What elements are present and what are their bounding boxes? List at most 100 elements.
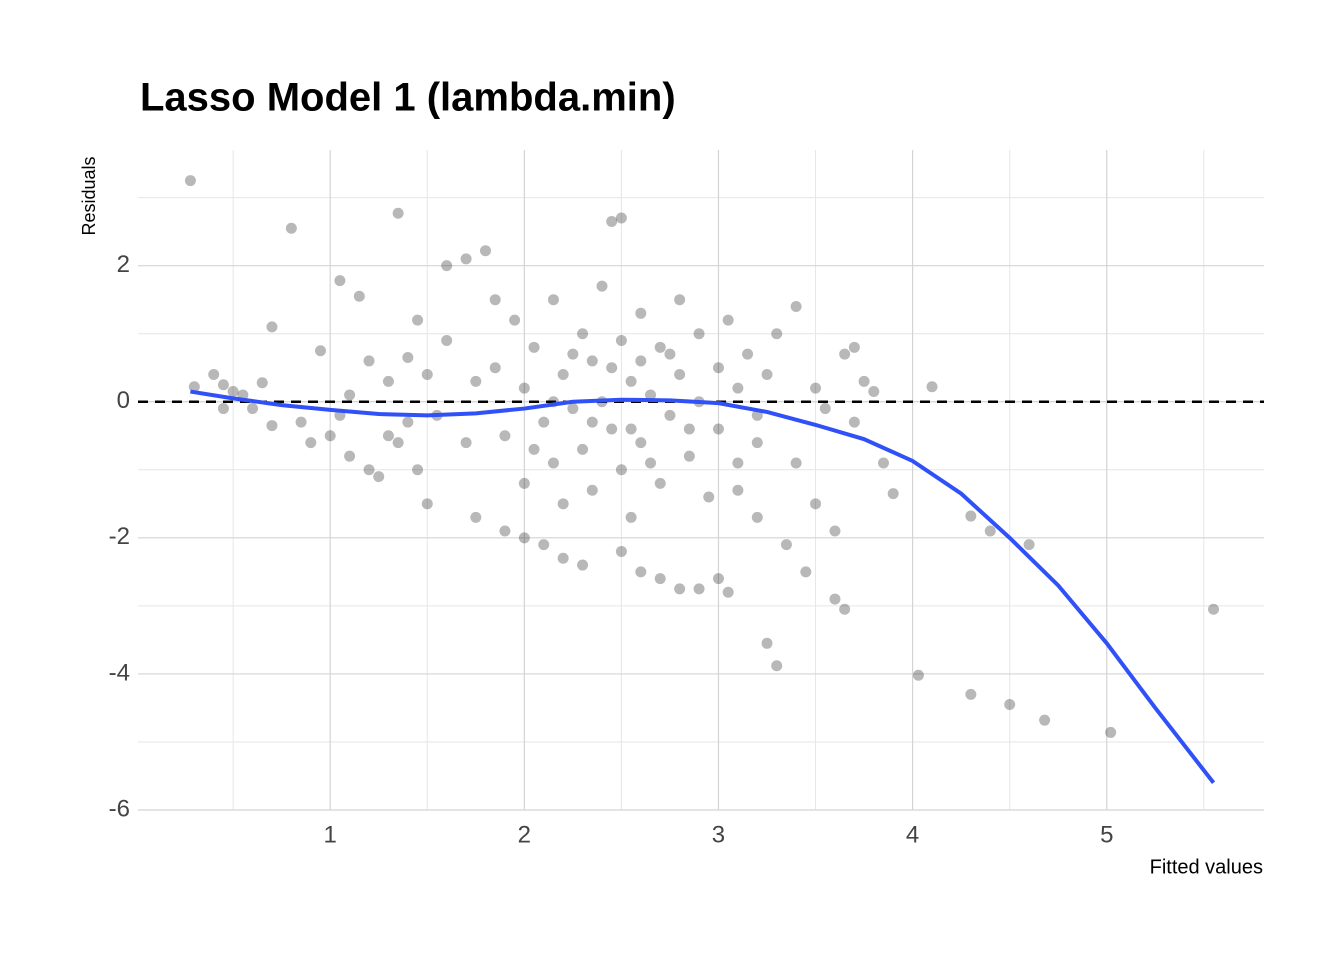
point xyxy=(528,443,540,455)
point xyxy=(480,245,492,257)
point xyxy=(693,583,705,595)
point xyxy=(625,423,637,435)
point xyxy=(848,341,860,353)
point xyxy=(703,491,715,503)
point xyxy=(912,669,924,681)
point xyxy=(839,603,851,615)
point xyxy=(615,545,627,557)
point xyxy=(625,511,637,523)
point xyxy=(858,375,870,387)
point xyxy=(538,416,550,428)
point xyxy=(965,688,977,700)
point xyxy=(382,430,394,442)
point xyxy=(926,381,938,393)
point xyxy=(489,362,501,374)
point xyxy=(761,369,773,381)
point xyxy=(421,498,433,510)
point xyxy=(208,369,220,381)
point xyxy=(771,660,783,672)
point xyxy=(567,348,579,360)
point xyxy=(344,450,356,462)
point xyxy=(722,586,734,598)
point xyxy=(509,314,521,326)
point xyxy=(557,498,569,510)
point xyxy=(227,386,239,398)
point xyxy=(518,382,530,394)
point xyxy=(538,539,550,551)
x-tick-label: 3 xyxy=(712,821,725,848)
point xyxy=(528,341,540,353)
point xyxy=(848,416,860,428)
point xyxy=(732,457,744,469)
point xyxy=(984,525,996,537)
point xyxy=(732,382,744,394)
point xyxy=(577,443,589,455)
point xyxy=(615,335,627,347)
point xyxy=(771,328,783,340)
point xyxy=(596,280,608,292)
point xyxy=(751,511,763,523)
point xyxy=(712,573,724,585)
point xyxy=(1004,699,1016,711)
point xyxy=(217,403,229,415)
point xyxy=(635,307,647,319)
point xyxy=(344,389,356,401)
point xyxy=(654,477,666,489)
point xyxy=(586,416,598,428)
point xyxy=(1023,539,1035,551)
point xyxy=(615,464,627,476)
point xyxy=(712,423,724,435)
point xyxy=(606,215,618,227)
point xyxy=(460,253,472,265)
point xyxy=(295,416,307,428)
point xyxy=(810,382,822,394)
point xyxy=(499,430,511,442)
point xyxy=(664,409,676,421)
point xyxy=(790,457,802,469)
point xyxy=(829,593,841,605)
point xyxy=(712,362,724,374)
point xyxy=(441,260,453,272)
point xyxy=(499,525,511,537)
point xyxy=(965,510,977,522)
point xyxy=(625,375,637,387)
point xyxy=(586,355,598,367)
point xyxy=(363,464,375,476)
point xyxy=(412,464,424,476)
y-tick-label: -6 xyxy=(109,795,130,822)
point xyxy=(353,290,365,302)
x-tick-label: 2 xyxy=(518,821,531,848)
point xyxy=(363,355,375,367)
point xyxy=(868,386,880,398)
point xyxy=(674,369,686,381)
point xyxy=(664,348,676,360)
point xyxy=(800,566,812,578)
point xyxy=(635,355,647,367)
point xyxy=(635,566,647,578)
point xyxy=(441,335,453,347)
point xyxy=(586,484,598,496)
point xyxy=(635,437,647,449)
y-tick-label: -2 xyxy=(109,523,130,550)
point xyxy=(761,637,773,649)
point xyxy=(421,369,433,381)
point xyxy=(314,345,326,357)
point xyxy=(382,375,394,387)
x-tick-label: 4 xyxy=(906,821,919,848)
y-tick-label: 0 xyxy=(117,387,130,414)
smooth-line xyxy=(190,389,1216,785)
point xyxy=(392,437,404,449)
point xyxy=(266,321,278,333)
point xyxy=(256,377,268,389)
point xyxy=(577,328,589,340)
y-tick-label: 2 xyxy=(117,251,130,278)
point xyxy=(324,430,336,442)
point xyxy=(460,437,472,449)
point xyxy=(810,498,822,510)
point xyxy=(887,488,899,500)
point xyxy=(674,294,686,306)
point xyxy=(1208,603,1220,615)
point xyxy=(305,437,317,449)
point xyxy=(829,525,841,537)
